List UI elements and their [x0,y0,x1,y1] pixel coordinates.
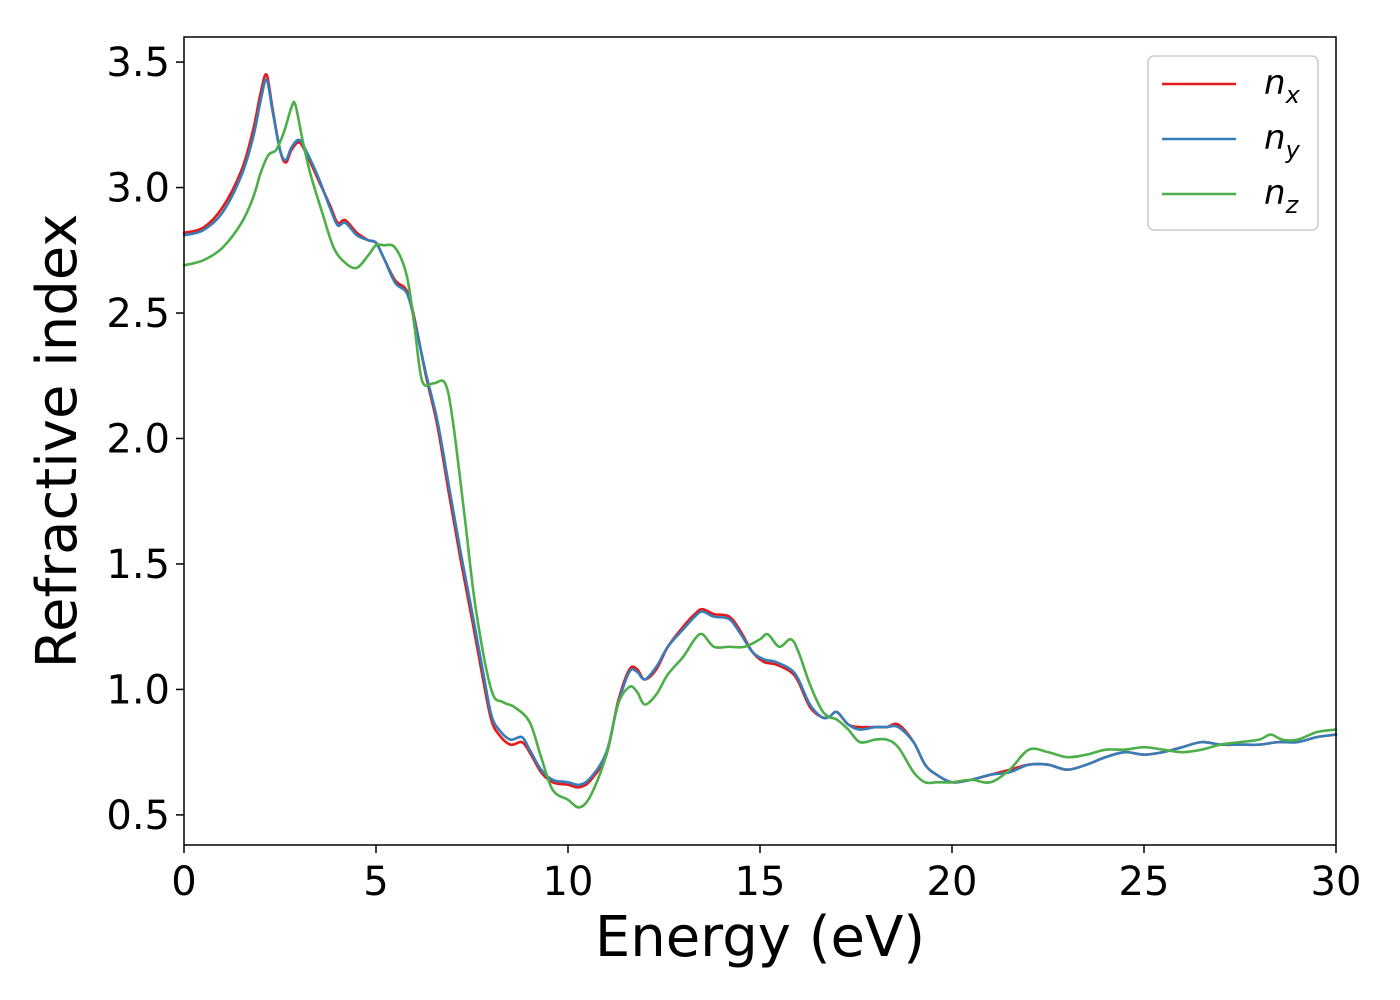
y-tick-label: 2.0 [106,416,170,462]
x-axis: 0 5 10 15 20 25 30 [171,845,1361,905]
legend-label-y: ny [1264,118,1301,164]
y-tick-label: 0.5 [106,793,170,839]
legend-label-z: nz [1264,173,1300,219]
y-tick-label: 2.5 [106,291,170,337]
legend-label-x: nx [1264,63,1301,109]
x-tick-label: 30 [1311,859,1362,905]
y-tick-label: 1.0 [106,667,170,713]
y-axis-title: Refractive index [25,214,90,669]
legend-box [1147,55,1319,231]
y-tick-label: 3.0 [106,166,170,212]
series-line-z [182,100,1338,809]
y-tick-label: 3.5 [106,40,170,86]
x-tick-label: 25 [1119,859,1170,905]
x-tick-label: 15 [735,859,786,905]
y-axis: 0.5 1.0 1.5 2.0 2.5 3.0 3.5 [106,40,184,839]
y-tick-label: 1.5 [106,542,170,588]
x-axis-title: Energy (eV) [595,905,925,970]
x-tick-label: 5 [363,859,388,905]
x-tick-label: 10 [543,859,594,905]
series-layer [182,72,1338,809]
legend: nx ny nz [1147,55,1319,231]
x-tick-label: 20 [927,859,978,905]
series-line-y [182,78,1338,787]
x-tick-label: 0 [171,859,196,905]
legend-items: nx ny nz [1162,63,1301,219]
